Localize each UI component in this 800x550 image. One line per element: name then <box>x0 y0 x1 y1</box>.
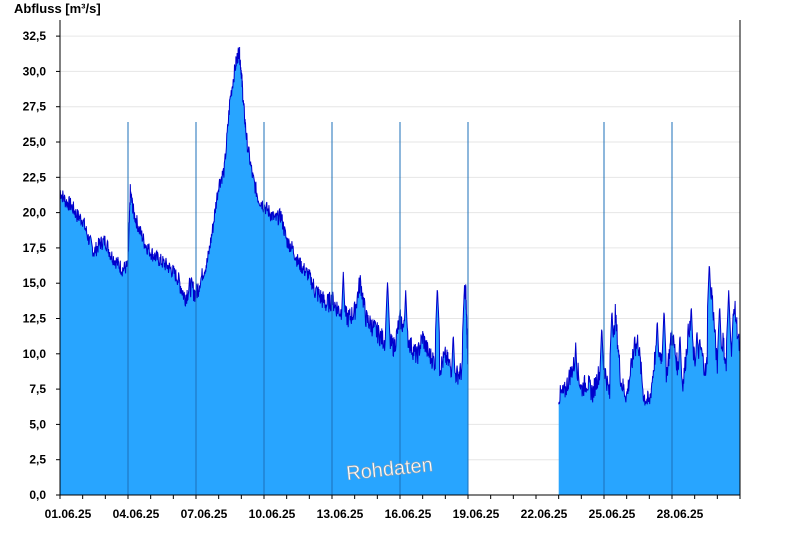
y-axis-label: Abfluss [m³/s] <box>14 1 101 16</box>
y-tick-label: 17,5 <box>23 241 47 255</box>
y-tick-label: 7,5 <box>29 382 46 396</box>
y-ticks: 0,0 2,5 5,0 7,5 10,0 12,5 15,0 17,5 20,0 22,5 25,0… <box>23 29 60 502</box>
series-line-1 <box>59 46 469 385</box>
x-tick-label: 13.06.25 <box>317 507 364 521</box>
y-tick-label: 2,5 <box>29 453 46 467</box>
x-tick-label: 19.06.25 <box>453 507 500 521</box>
x-tick-label: 01.06.25 <box>45 507 92 521</box>
y-tick-label: 22,5 <box>23 170 47 184</box>
y-tick-label: 10,0 <box>23 347 47 361</box>
x-tick-label: 04.06.25 <box>113 507 160 521</box>
day-markers <box>127 122 673 495</box>
x-tick-label: 22.06.25 <box>521 507 568 521</box>
y-tick-label: 25,0 <box>23 135 47 149</box>
y-tick-label: 32,5 <box>23 29 47 43</box>
x-tick-label: 25.06.25 <box>589 507 636 521</box>
y-tick-label: 20,0 <box>23 206 47 220</box>
y-tick-label: 0,0 <box>29 488 46 502</box>
y-tick-label: 30,0 <box>23 64 47 78</box>
y-tick-label: 12,5 <box>23 312 47 326</box>
x-tick-label: 07.06.25 <box>181 507 228 521</box>
x-tick-label: 16.06.25 <box>385 507 432 521</box>
x-tick-label: 10.06.25 <box>249 507 296 521</box>
x-tick-label: 28.06.25 <box>657 507 704 521</box>
series-line-2 <box>558 266 741 406</box>
y-tick-label: 27,5 <box>23 100 47 114</box>
x-ticks: 01.06.25 04.06.25 07.06.25 10.06.25 13.06.25… <box>45 495 741 521</box>
y-tick-label: 15,0 <box>23 276 47 290</box>
y-tick-label: 5,0 <box>29 417 46 431</box>
